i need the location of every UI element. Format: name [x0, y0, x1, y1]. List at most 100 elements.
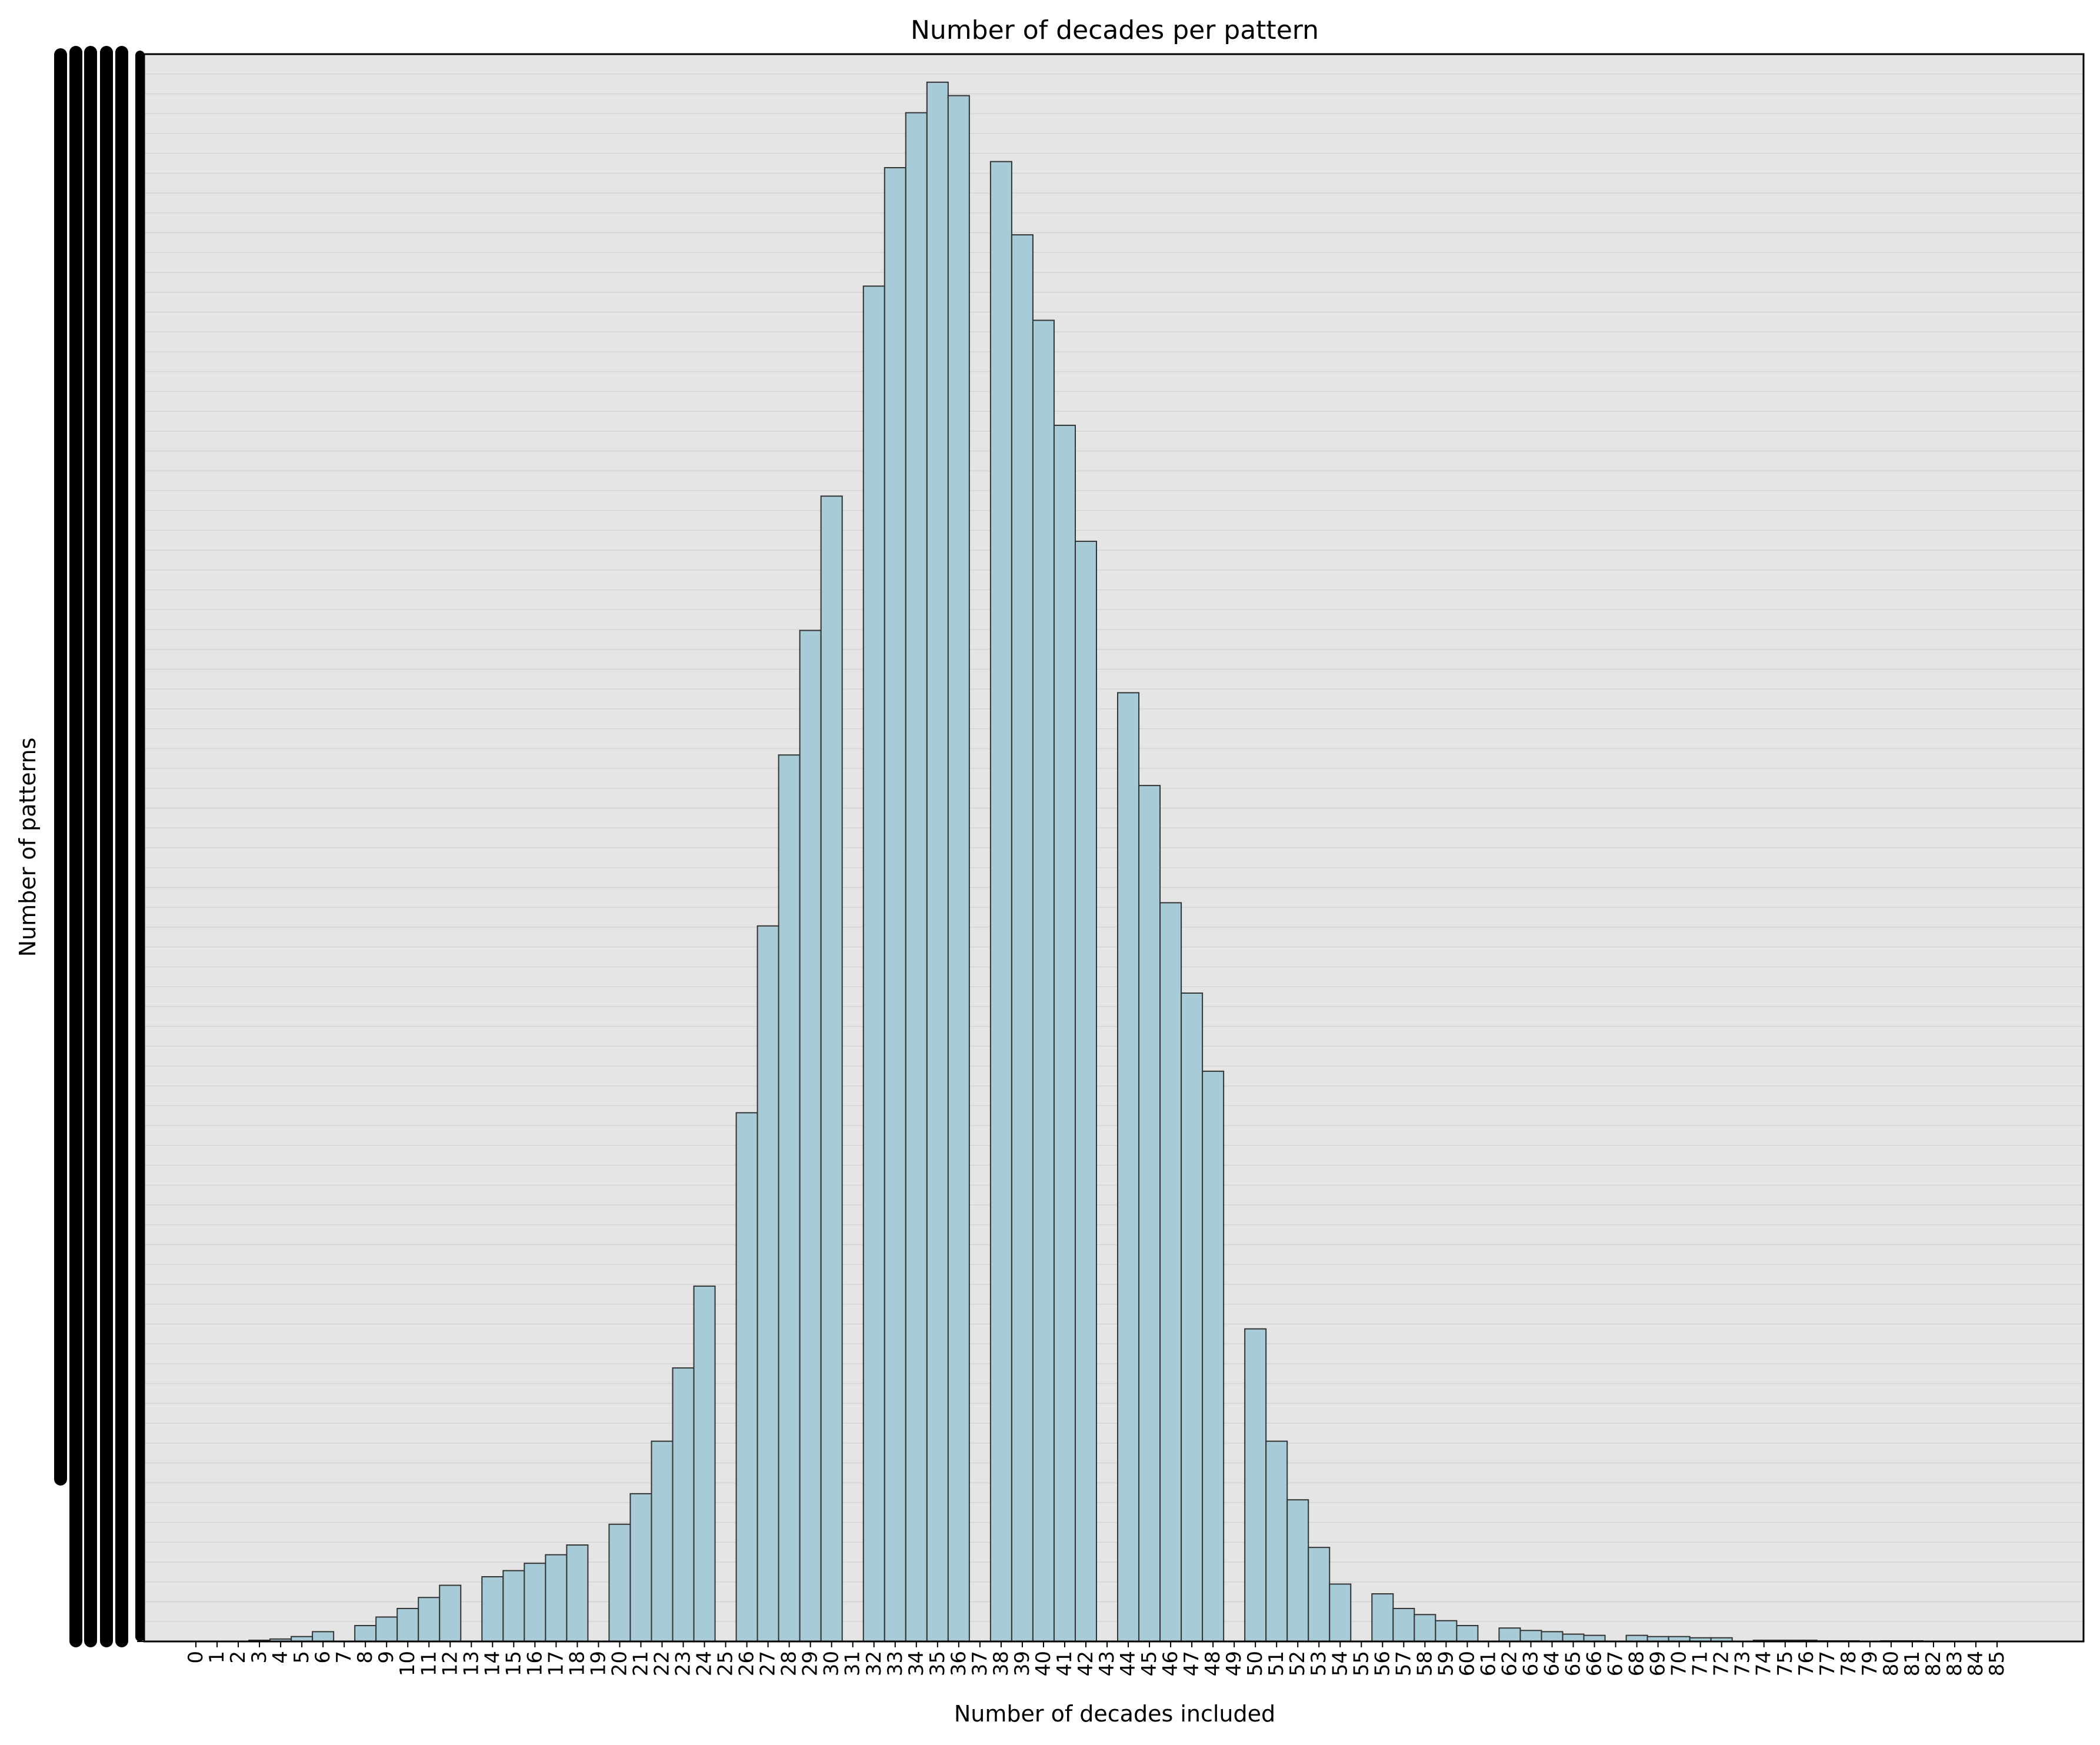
x-tick-label: 29: [799, 1651, 822, 1676]
x-tick-label: 48: [1201, 1651, 1225, 1676]
bar-64: [1541, 1631, 1564, 1643]
bar-58: [1414, 1614, 1436, 1643]
x-tick-label: 11: [417, 1651, 441, 1676]
x-tick-label: 75: [1774, 1651, 1797, 1676]
x-tick-label: 52: [1286, 1651, 1309, 1676]
x-tick-label: 27: [756, 1651, 780, 1676]
bar-51: [1265, 1440, 1288, 1643]
x-tick-label: 40: [1032, 1651, 1055, 1676]
x-tick-label: 9: [375, 1651, 398, 1664]
x-tick-label: 12: [438, 1651, 462, 1676]
bar-21: [629, 1493, 652, 1642]
x-tick-label: 4: [269, 1651, 292, 1664]
x-tick-label: 58: [1413, 1651, 1436, 1676]
bar-8: [354, 1625, 377, 1643]
x-tick-label: 51: [1265, 1651, 1288, 1676]
bar-60: [1456, 1625, 1479, 1643]
bar-38: [989, 161, 1012, 1643]
y-axis-ticks: [54, 46, 145, 1647]
x-tick-label: 0: [184, 1651, 208, 1664]
bar-20: [608, 1523, 631, 1643]
bar-36: [947, 95, 970, 1643]
x-tick-label: 21: [629, 1651, 652, 1676]
x-tick-label: 42: [1074, 1651, 1098, 1676]
bar-9: [375, 1616, 398, 1642]
y-tick-labels-overlap: [69, 46, 82, 1647]
x-tick-label: 49: [1222, 1651, 1246, 1676]
x-tick-label: 17: [544, 1651, 568, 1676]
bar-28: [778, 754, 801, 1642]
bar-62: [1498, 1627, 1521, 1642]
bar-29: [799, 630, 822, 1642]
bar-45: [1138, 785, 1161, 1642]
x-tick-label: 30: [820, 1651, 844, 1676]
x-tick-label: 20: [608, 1651, 631, 1676]
bar-30: [820, 495, 843, 1643]
x-tick-label: 70: [1668, 1651, 1691, 1676]
x-tick-label: 71: [1689, 1651, 1712, 1676]
bar-26: [735, 1112, 758, 1643]
x-tick-label: 23: [672, 1651, 695, 1676]
bar-11: [418, 1597, 441, 1642]
bar-23: [672, 1367, 695, 1642]
bar-6: [312, 1631, 335, 1643]
x-tick-label: 5: [290, 1651, 314, 1664]
x-tick-label: 73: [1731, 1651, 1755, 1676]
bar-32: [862, 285, 885, 1643]
x-tick-label: 41: [1053, 1651, 1076, 1676]
bar-46: [1159, 902, 1182, 1642]
bar-24: [693, 1286, 716, 1642]
x-tick-label: 19: [586, 1651, 610, 1676]
x-tick-label: 77: [1816, 1651, 1839, 1676]
chart-title: Number of decades per pattern: [911, 15, 1319, 45]
bar-39: [1011, 234, 1034, 1642]
x-tick-label: 25: [714, 1651, 738, 1676]
x-tick-label: 13: [459, 1651, 483, 1676]
bar-10: [396, 1607, 419, 1642]
x-tick-label: 74: [1752, 1651, 1776, 1676]
x-tick-label: 82: [1922, 1651, 1945, 1676]
bar-14: [481, 1576, 504, 1643]
bar-44: [1117, 692, 1140, 1642]
y-tick-labels-overlap: [100, 46, 113, 1647]
bar-18: [566, 1544, 589, 1643]
x-tick-label: 56: [1371, 1651, 1394, 1676]
x-tick-label: 63: [1519, 1651, 1542, 1676]
x-tick-label: 16: [523, 1651, 546, 1676]
bar-15: [502, 1570, 525, 1642]
bar-63: [1519, 1630, 1542, 1642]
grid-lines: [144, 73, 2084, 1623]
bar-42: [1074, 541, 1097, 1642]
x-tick-label: 59: [1434, 1651, 1458, 1676]
bar-53: [1308, 1547, 1331, 1642]
x-tick-label: 6: [311, 1651, 335, 1664]
x-tick-label: 79: [1858, 1651, 1882, 1676]
x-tick-label: 39: [1011, 1651, 1034, 1676]
x-tick-label: 68: [1625, 1651, 1649, 1676]
x-tick-label: 26: [735, 1651, 759, 1676]
x-tick-label: 66: [1583, 1651, 1606, 1676]
x-tick-label: 18: [565, 1651, 589, 1676]
x-tick-label: 24: [693, 1651, 716, 1676]
y-tick-labels-overlap: [84, 46, 97, 1647]
bar-17: [545, 1554, 568, 1643]
x-tick-label: 37: [968, 1651, 992, 1676]
x-tick-label: 1: [205, 1651, 229, 1664]
x-tick-label: 14: [481, 1651, 504, 1676]
x-tick-label: 10: [396, 1651, 419, 1676]
bar-48: [1202, 1070, 1225, 1642]
x-tick-label: 83: [1943, 1651, 1966, 1676]
x-tick-label: 85: [1985, 1651, 2009, 1676]
x-tick-label: 34: [905, 1651, 928, 1676]
x-tick-label: 3: [248, 1651, 271, 1664]
bars: [248, 81, 1987, 1643]
bar-27: [756, 925, 779, 1642]
x-tick-label: 54: [1328, 1651, 1352, 1676]
bar-54: [1329, 1583, 1352, 1643]
x-tick-label: 67: [1604, 1651, 1628, 1676]
x-tick-label: 81: [1901, 1651, 1924, 1676]
x-tick-label: 36: [947, 1651, 971, 1676]
x-tick-label: 28: [778, 1651, 801, 1676]
